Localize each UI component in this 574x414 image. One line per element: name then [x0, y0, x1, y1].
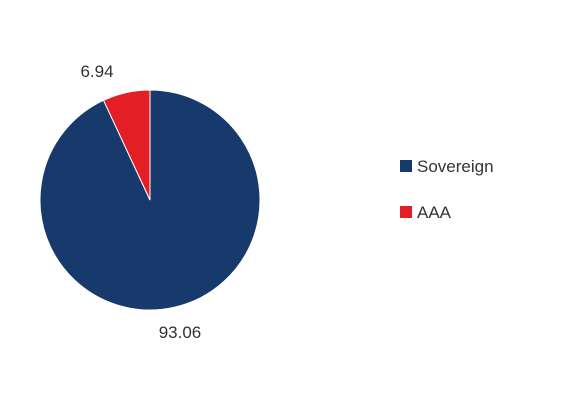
data-label-sovereign: 93.06 [159, 323, 202, 342]
legend-label-sovereign: Sovereign [417, 157, 494, 176]
pie-slices [39, 89, 261, 311]
legend-label-aaa: AAA [417, 203, 452, 222]
legend-item-aaa: AAA [400, 203, 452, 222]
legend: Sovereign AAA [400, 157, 494, 222]
legend-item-sovereign: Sovereign [400, 157, 494, 176]
pie-slice-aaa [102, 89, 151, 201]
data-label-aaa: 6.94 [80, 62, 113, 81]
legend-swatch-sovereign [400, 160, 412, 172]
legend-swatch-aaa [400, 206, 412, 218]
